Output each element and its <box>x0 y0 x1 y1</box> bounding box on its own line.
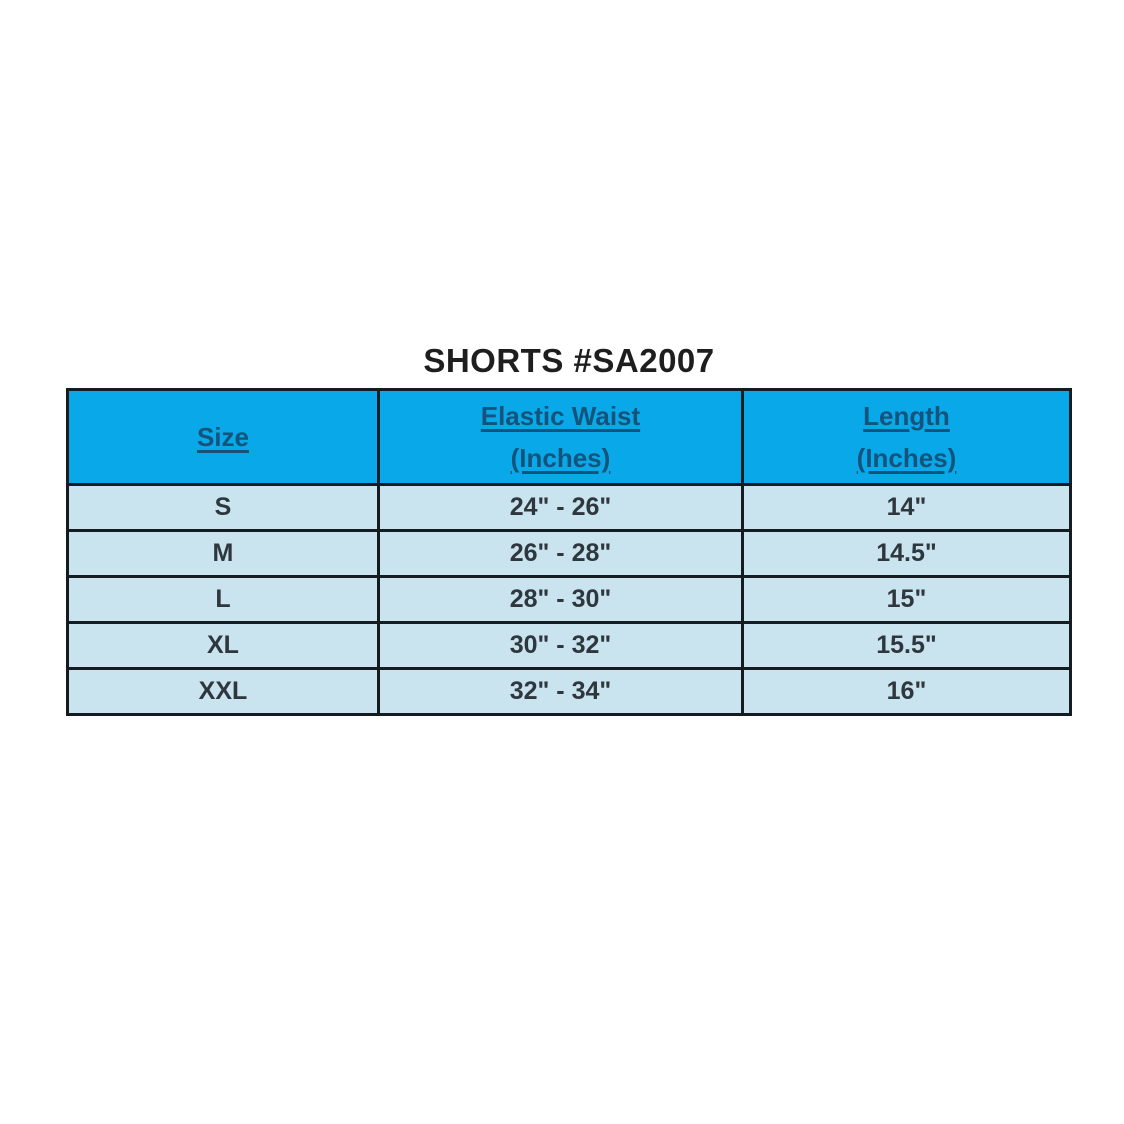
page-title: SHORTS #SA2007 <box>423 342 715 379</box>
column-header-length-sublabel: (Inches) <box>856 443 957 473</box>
waist-cell: 28" - 30" <box>376 575 745 624</box>
table-row: L 28" - 30" 15" <box>66 575 1072 624</box>
table-body: S 24" - 26" 14" M 26" - 28" 14.5" L 28" … <box>66 483 1072 716</box>
column-header-waist-sublabel: (Inches) <box>510 443 611 473</box>
waist-cell: 24" - 26" <box>376 483 745 532</box>
waist-cell: 30" - 32" <box>376 621 745 670</box>
size-cell: L <box>66 575 380 624</box>
table-row: XXL 32" - 34" 16" <box>66 667 1072 716</box>
size-cell: XXL <box>66 667 380 716</box>
column-header-size-label: Size <box>196 421 249 452</box>
column-header-length-label: Length <box>863 400 950 431</box>
column-header-size: Size <box>66 388 380 486</box>
column-header-waist-label: Elastic Waist <box>480 400 641 431</box>
length-cell: 15.5" <box>741 621 1072 670</box>
length-cell: 14.5" <box>741 529 1072 578</box>
table-row: XL 30" - 32" 15.5" <box>66 621 1072 670</box>
waist-cell: 32" - 34" <box>376 667 745 716</box>
table-row: M 26" - 28" 14.5" <box>66 529 1072 578</box>
table-header: Size Elastic Waist (Inches) Length (Inch… <box>66 388 1072 486</box>
size-chart-table: Size Elastic Waist (Inches) Length (Inch… <box>66 388 1072 716</box>
size-cell: XL <box>66 621 380 670</box>
size-cell: S <box>66 483 380 532</box>
length-cell: 15" <box>741 575 1072 624</box>
length-cell: 16" <box>741 667 1072 716</box>
size-cell: M <box>66 529 380 578</box>
size-chart-content: SHORTS #SA2007 Size Elastic Waist (Inche… <box>66 342 1072 716</box>
waist-cell: 26" - 28" <box>376 529 745 578</box>
length-cell: 14" <box>741 483 1072 532</box>
table-row: S 24" - 26" 14" <box>66 483 1072 532</box>
column-header-waist: Elastic Waist (Inches) <box>376 388 745 486</box>
column-header-length: Length (Inches) <box>741 388 1072 486</box>
column-header-waist-stack: Elastic Waist (Inches) <box>380 396 741 479</box>
header-row: Size Elastic Waist (Inches) Length (Inch… <box>66 388 1072 486</box>
column-header-length-stack: Length (Inches) <box>744 396 1069 479</box>
